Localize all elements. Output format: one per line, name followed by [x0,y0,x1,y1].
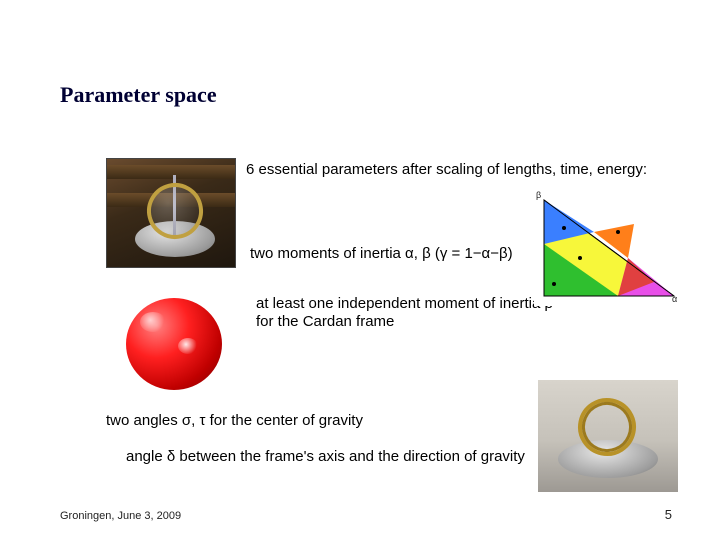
angles-sigma-tau-text: two angles σ, τ for the center of gravit… [106,411,363,431]
triangle-dot [562,226,566,230]
triangle-axis-alpha: α [672,294,677,304]
triangle-svg [534,186,688,306]
cardan-inertia-text-line2: for the Cardan frame [256,312,394,332]
slide-title: Parameter space [60,82,217,108]
cardan-inertia-text-line1: at least one independent moment of inert… [256,294,553,314]
slide: Parameter space 6 essential parameters a… [0,0,720,540]
triangle-dot [552,282,556,286]
triangle-dot [578,256,582,260]
footer-venue-date: Groningen, June 3, 2009 [60,510,181,522]
parameter-region-triangle-image: α β [534,186,688,306]
moments-of-inertia-text: two moments of inertia α, β (γ = 1−α−β) [250,244,513,264]
bookshelf-decor [107,165,235,179]
red-sphere [126,298,222,390]
angle-delta-text: angle δ between the frame's axis and the… [126,447,525,467]
footer-page-number: 5 [665,507,672,522]
param-count-text: 6 essential parameters after scaling of … [246,160,647,180]
cardan-frame-render-image [538,380,678,492]
gyroscope-render-image [106,158,236,268]
triangle-dot [616,230,620,234]
inertia-ellipsoid-image [118,296,228,398]
triangle-axis-beta: β [536,190,541,200]
